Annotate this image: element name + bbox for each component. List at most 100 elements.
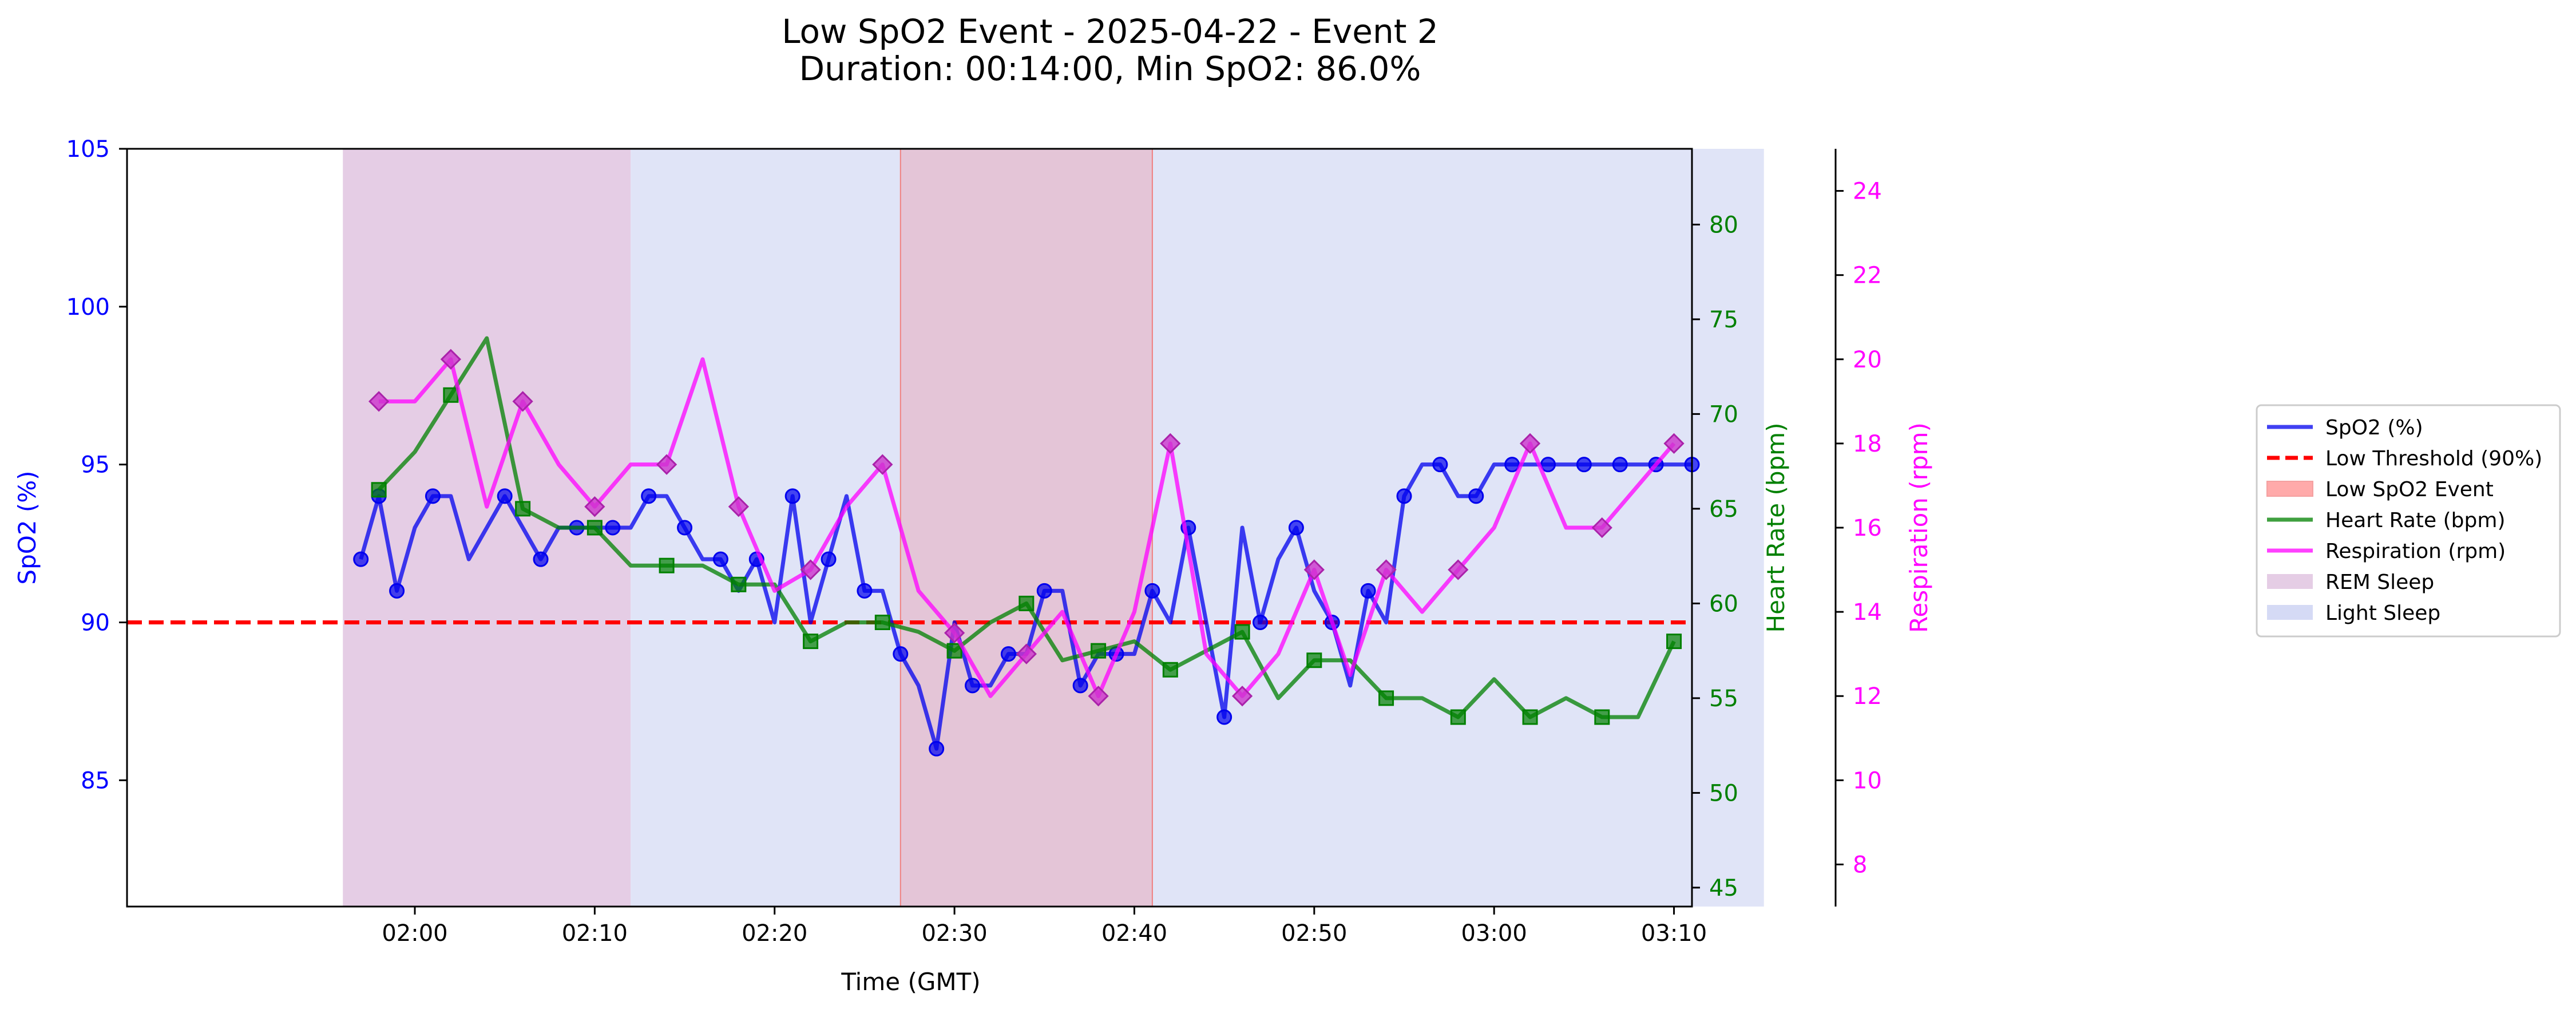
data-point bbox=[1253, 615, 1269, 630]
data-point bbox=[353, 551, 369, 567]
legend-swatch bbox=[2267, 605, 2313, 620]
spo2-tick-label: 105 bbox=[66, 136, 110, 163]
data-point bbox=[872, 454, 893, 475]
data-point bbox=[728, 496, 749, 517]
data-point bbox=[1018, 595, 1035, 611]
data-point bbox=[1144, 583, 1160, 599]
spo2-tick-label: 95 bbox=[81, 452, 110, 478]
spo2-tick-label: 90 bbox=[81, 610, 110, 636]
x-tick-label: 02:00 bbox=[382, 920, 447, 947]
data-point bbox=[946, 643, 962, 659]
legend-label: Low Threshold (90%) bbox=[2325, 447, 2542, 470]
data-point bbox=[929, 741, 945, 757]
data-point bbox=[712, 551, 728, 567]
data-point bbox=[389, 583, 405, 599]
data-point bbox=[1160, 433, 1181, 454]
x-tick-label: 02:20 bbox=[742, 920, 807, 947]
data-point bbox=[1072, 678, 1088, 694]
heart-rate-tick-label: 65 bbox=[1709, 496, 1738, 523]
data-point bbox=[944, 622, 965, 644]
heart-rate-tick-label: 60 bbox=[1709, 591, 1738, 617]
data-point bbox=[1378, 690, 1394, 706]
heart-rate-tick-label: 80 bbox=[1709, 212, 1738, 238]
heart-rate-tick-label: 45 bbox=[1709, 875, 1738, 901]
chart-title-line1: Low SpO2 Event - 2025-04-22 - Event 2 bbox=[782, 12, 1438, 51]
data-point bbox=[1360, 583, 1376, 599]
data-point bbox=[1666, 634, 1682, 650]
heart-rate-tick-label: 55 bbox=[1709, 686, 1738, 712]
heart-rate-tick-label: 70 bbox=[1709, 401, 1738, 428]
data-point bbox=[803, 634, 819, 650]
data-point bbox=[821, 551, 837, 567]
data-point bbox=[1216, 709, 1232, 725]
data-point bbox=[1612, 457, 1628, 473]
legend-label: Heart Rate (bpm) bbox=[2325, 509, 2506, 532]
data-point bbox=[584, 496, 605, 517]
data-point bbox=[1450, 709, 1466, 725]
data-point bbox=[1522, 709, 1538, 725]
legend-label: SpO2 (%) bbox=[2325, 416, 2423, 440]
respiration-tick-label: 18 bbox=[1853, 431, 1882, 457]
data-point bbox=[515, 501, 531, 517]
data-point bbox=[1594, 709, 1610, 725]
data-point bbox=[1036, 583, 1052, 599]
chart-title-line2: Duration: 00:14:00, Min SpO2: 86.0% bbox=[799, 49, 1421, 88]
data-point bbox=[1432, 457, 1448, 473]
data-point bbox=[1591, 517, 1612, 539]
heart-rate-axis-label: Heart Rate (bpm) bbox=[1762, 423, 1790, 633]
x-tick-label: 02:40 bbox=[1101, 920, 1167, 947]
data-point bbox=[1016, 643, 1037, 664]
heart-rate-tick-label: 75 bbox=[1709, 307, 1738, 333]
data-point bbox=[497, 488, 513, 504]
data-point bbox=[1303, 559, 1325, 580]
spo2-tick-label: 100 bbox=[66, 294, 110, 320]
data-point bbox=[893, 646, 909, 662]
x-tick-label: 03:10 bbox=[1641, 920, 1707, 947]
data-point bbox=[641, 488, 657, 504]
respiration-tick-label: 14 bbox=[1853, 599, 1882, 626]
legend-label: REM Sleep bbox=[2325, 571, 2434, 594]
data-point bbox=[1468, 488, 1484, 504]
data-point bbox=[656, 454, 677, 475]
data-point bbox=[1663, 433, 1685, 454]
data-point bbox=[605, 520, 621, 536]
data-point bbox=[677, 520, 693, 536]
respiration-tick-label: 20 bbox=[1853, 347, 1882, 373]
data-point bbox=[512, 391, 533, 412]
data-point bbox=[1231, 686, 1253, 707]
data-point bbox=[443, 387, 459, 403]
data-point bbox=[1288, 520, 1304, 536]
data-point bbox=[1396, 488, 1412, 504]
data-point bbox=[800, 559, 821, 580]
data-point bbox=[440, 349, 461, 370]
legend-label: Low SpO2 Event bbox=[2325, 478, 2494, 501]
low-spo2-event-span bbox=[899, 148, 1153, 907]
data-point bbox=[1234, 624, 1250, 640]
data-point bbox=[965, 678, 981, 694]
data-point bbox=[368, 391, 390, 412]
respiration-tick-label: 12 bbox=[1853, 683, 1882, 710]
legend-label: Light Sleep bbox=[2325, 602, 2440, 625]
data-point bbox=[874, 615, 890, 630]
respiration-axis-label: Respiration (rpm) bbox=[1905, 422, 1933, 633]
data-point bbox=[1091, 643, 1107, 659]
data-point bbox=[1448, 559, 1469, 580]
respiration-tick-label: 22 bbox=[1853, 263, 1882, 289]
heart-rate-tick-label: 50 bbox=[1709, 780, 1738, 806]
data-point bbox=[857, 583, 873, 599]
x-tick-label: 02:50 bbox=[1281, 920, 1347, 947]
plot-area: 02:00 02:10 02:20 02:30 02:40 02:50 03:00 03:10… bbox=[66, 136, 1882, 947]
legend-label: Respiration (rpm) bbox=[2325, 540, 2506, 563]
x-tick-label: 02:10 bbox=[562, 920, 628, 947]
x-tick-label: 02:30 bbox=[921, 920, 987, 947]
plot-frame bbox=[126, 148, 1693, 908]
data-point bbox=[1576, 457, 1592, 473]
data-point bbox=[533, 551, 549, 567]
data-point bbox=[425, 488, 441, 504]
x-axis-label: Time (GMT) bbox=[841, 968, 980, 996]
data-point bbox=[784, 488, 800, 504]
respiration-tick-label: 8 bbox=[1853, 852, 1867, 878]
spo2-tick-label: 85 bbox=[81, 767, 110, 794]
respiration-tick-label: 24 bbox=[1853, 179, 1882, 205]
data-point bbox=[1306, 652, 1322, 668]
